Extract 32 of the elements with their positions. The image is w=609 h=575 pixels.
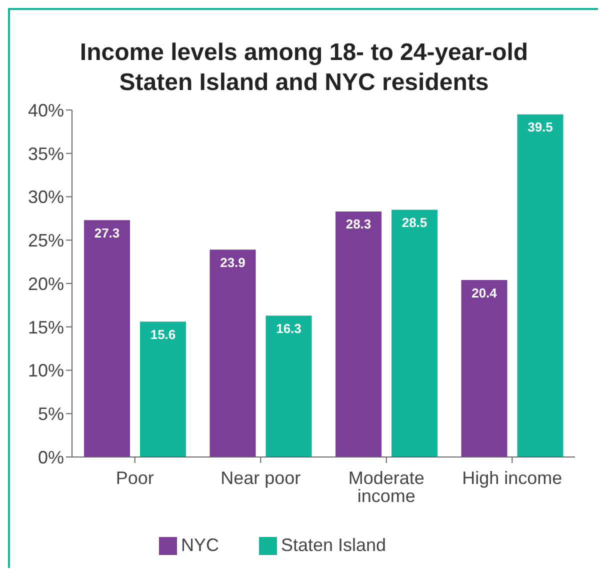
bar	[84, 220, 130, 457]
bar	[266, 316, 312, 457]
bar	[210, 250, 256, 457]
data-label: 28.5	[402, 214, 428, 230]
legend-label: Staten Island	[280, 535, 386, 555]
x-tick-label: High income	[462, 468, 562, 488]
y-tick-label: 0%	[38, 447, 64, 468]
bar	[140, 322, 186, 457]
y-tick-label: 25%	[28, 230, 64, 251]
data-label: 39.5	[528, 120, 553, 135]
data-label: 23.9	[220, 254, 246, 270]
data-label: 28.3	[346, 216, 372, 232]
bar	[336, 212, 382, 457]
bar	[461, 280, 508, 457]
x-tick-label: Poor	[116, 468, 154, 488]
y-tick-label: 30%	[28, 187, 64, 208]
legend-label: NYC	[180, 535, 219, 555]
chart-title: Income levels among 18- to 24-year-old Staten Island and NYC residents	[78, 38, 530, 98]
y-tick-label: 20%	[28, 274, 64, 294]
y-tick-label: 40%	[28, 100, 64, 120]
data-label: 16.3	[276, 320, 302, 336]
y-tick-label: 10%	[28, 360, 64, 381]
bar	[517, 114, 564, 457]
y-tick-label: 35%	[28, 144, 64, 164]
x-tick-label: Near poor	[220, 468, 301, 488]
y-tick-label: 5%	[38, 404, 64, 424]
bar	[392, 210, 438, 457]
data-label: 27.3	[94, 225, 120, 240]
data-label: 15.6	[150, 326, 176, 342]
data-label: 20.4	[472, 285, 498, 300]
y-tick-label: 15%	[28, 317, 64, 338]
x-tick-label: Moderate income	[348, 468, 424, 506]
